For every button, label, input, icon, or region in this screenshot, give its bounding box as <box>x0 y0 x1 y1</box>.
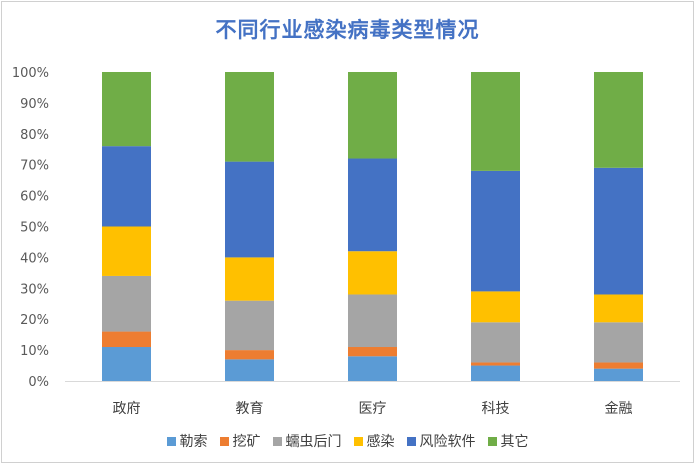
bar-segment <box>225 350 274 360</box>
y-tick-label: 10% <box>20 344 49 359</box>
x-category-label: 金融 <box>605 401 633 417</box>
x-category-label: 政府 <box>113 401 141 417</box>
legend-swatch <box>219 436 229 446</box>
bar-segment <box>102 226 151 276</box>
legend-item: 感染 <box>353 431 395 451</box>
y-tick-label: 90% <box>20 97 49 112</box>
bar-segment <box>471 322 520 363</box>
chart-legend: 勒索 挖矿 蠕虫后门 感染 风险软件 其它 <box>0 431 695 451</box>
bar-segment <box>225 72 274 162</box>
bar-segment <box>594 72 643 168</box>
bar-segment <box>102 347 151 381</box>
legend-item: 其它 <box>487 431 529 451</box>
bar-segment <box>102 331 151 348</box>
bar-segment <box>348 158 397 252</box>
y-tick-label: 50% <box>20 221 49 236</box>
legend-swatch <box>166 436 176 446</box>
x-category-label: 科技 <box>482 401 510 417</box>
legend-item: 蠕虫后门 <box>272 431 342 451</box>
bar-segment <box>471 291 520 323</box>
legend-label: 勒索 <box>179 434 208 450</box>
legend-swatch <box>353 436 363 446</box>
bar-segment <box>348 356 397 381</box>
legend-label: 挖矿 <box>232 434 261 450</box>
y-tick-label: 40% <box>20 251 49 266</box>
x-category-label: 教育 <box>236 401 264 417</box>
legend-label: 风险软件 <box>419 434 476 450</box>
legend-swatch <box>487 436 497 446</box>
bar-segment <box>225 359 274 381</box>
bar-segment <box>225 300 274 351</box>
bar-segment <box>594 294 643 323</box>
bar-segment <box>102 146 151 227</box>
bar-segment <box>594 322 643 363</box>
bar-segment <box>348 347 397 357</box>
legend-item: 风险软件 <box>406 431 476 451</box>
bar-segment <box>594 368 643 381</box>
bar-segment <box>471 72 520 171</box>
bar-segment <box>102 72 151 147</box>
x-category-label: 医疗 <box>359 401 387 417</box>
bar-segment <box>594 362 643 369</box>
legend-label: 其它 <box>500 434 529 450</box>
bar-segment <box>102 275 151 332</box>
y-tick-label: 0% <box>28 375 49 390</box>
bar-segment <box>594 167 643 295</box>
legend-swatch <box>406 436 416 446</box>
y-tick-label: 30% <box>20 282 49 297</box>
y-tick-label: 100% <box>12 66 49 81</box>
y-tick-label: 80% <box>20 128 49 143</box>
bar-segment <box>225 161 274 258</box>
legend-swatch <box>272 436 282 446</box>
chart-title: 不同行业感染病毒类型情况 <box>215 18 480 42</box>
y-tick-label: 60% <box>20 190 49 205</box>
y-tick-label: 70% <box>20 159 49 174</box>
legend-item: 勒索 <box>166 431 208 451</box>
legend-item: 挖矿 <box>219 431 261 451</box>
legend-label: 感染 <box>366 434 395 450</box>
legend-label: 蠕虫后门 <box>285 434 342 450</box>
bar-segment <box>348 72 397 159</box>
bar-segment <box>348 251 397 295</box>
bar-segment <box>471 362 520 366</box>
bar-segment <box>348 294 397 348</box>
y-tick-label: 20% <box>20 313 49 328</box>
bar-segment <box>471 365 520 381</box>
bar-segment <box>471 170 520 292</box>
bar-segment <box>225 257 274 301</box>
